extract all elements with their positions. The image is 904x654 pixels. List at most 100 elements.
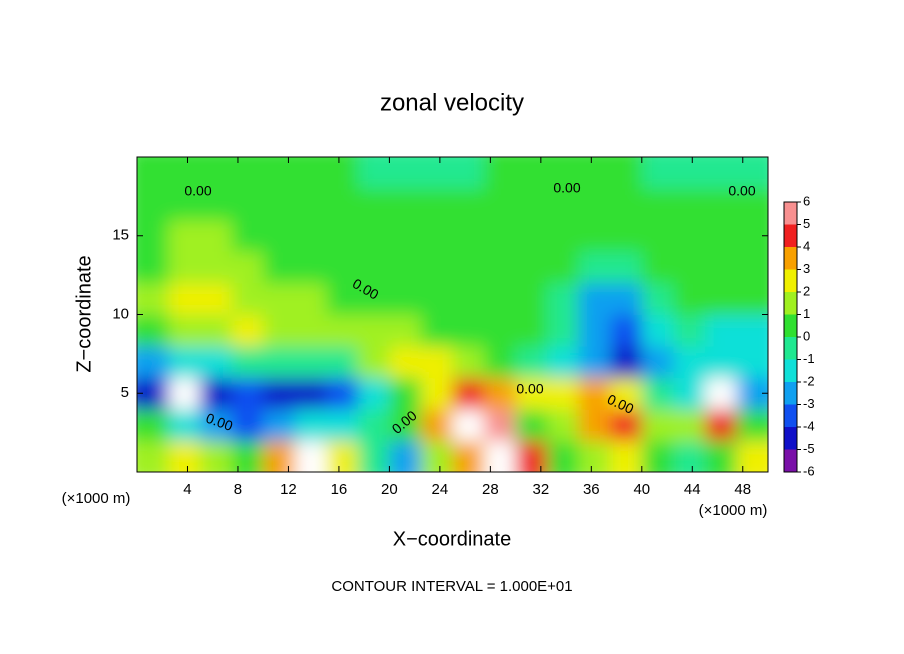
x-tick-label: 32 (532, 481, 549, 498)
colorbar-tick-label: 5 (803, 216, 810, 231)
cell (673, 377, 706, 410)
cell (547, 314, 580, 347)
cell (294, 188, 327, 221)
cell (515, 440, 548, 472)
cell (326, 251, 359, 284)
cell (736, 251, 768, 284)
cell (326, 377, 359, 410)
colorbar-band (784, 337, 797, 360)
cell (736, 440, 768, 472)
cell (231, 283, 264, 316)
cell (294, 157, 327, 190)
cell (200, 188, 233, 221)
cell (736, 157, 768, 190)
colorbar-band (784, 314, 797, 337)
cell (578, 220, 611, 253)
cell (389, 409, 422, 442)
cell (137, 440, 170, 472)
cell (641, 440, 674, 472)
cell (294, 251, 327, 284)
cell (736, 409, 768, 442)
cell (168, 377, 201, 410)
cell (515, 220, 548, 253)
cell (515, 314, 548, 347)
cell (610, 346, 643, 379)
cell (673, 220, 706, 253)
cell (547, 251, 580, 284)
cell (357, 188, 390, 221)
cell (452, 377, 485, 410)
colorbar-tick-label: -1 (803, 351, 815, 366)
x-tick-label: 16 (331, 481, 348, 498)
cell (137, 314, 170, 347)
cell (578, 251, 611, 284)
cell (736, 346, 768, 379)
cell (231, 409, 264, 442)
x-axis-label: X−coordinate (393, 528, 511, 550)
cell (641, 220, 674, 253)
colorbar-band (784, 202, 797, 225)
cell (326, 346, 359, 379)
cell (484, 314, 517, 347)
contour-label: 0.00 (728, 183, 755, 199)
cell (137, 220, 170, 253)
chart-title: zonal velocity (380, 89, 524, 116)
cell (200, 314, 233, 347)
x-tick-label: 48 (734, 481, 751, 498)
cell (420, 409, 454, 442)
colorbar-band (784, 292, 797, 315)
cell (357, 283, 390, 316)
cell (420, 251, 454, 284)
colorbar-band (784, 359, 797, 382)
x-tick-label: 28 (482, 481, 499, 498)
cell (231, 346, 264, 379)
cell (736, 220, 768, 253)
cell (547, 440, 580, 472)
colorbar-tick-label: -2 (803, 373, 815, 388)
cell (547, 157, 580, 190)
cell (420, 440, 454, 472)
cell (357, 157, 390, 190)
cell (704, 251, 738, 284)
contour-label: 0.00 (516, 381, 543, 397)
cell (200, 157, 233, 190)
cell (704, 440, 738, 472)
cell (263, 409, 296, 442)
cell (389, 440, 422, 472)
cells (137, 157, 768, 472)
cell (263, 251, 296, 284)
cell (389, 188, 422, 221)
cell (137, 157, 170, 190)
cell (420, 188, 454, 221)
cell (200, 346, 233, 379)
cell (578, 283, 611, 316)
cell (137, 377, 170, 410)
colorbar-tick-label: 0 (803, 328, 810, 343)
cell (452, 440, 485, 472)
cell (263, 157, 296, 190)
cell (326, 283, 359, 316)
cell (389, 314, 422, 347)
x-tick-label: 20 (381, 481, 398, 498)
cell (294, 409, 327, 442)
contour-label: 0.00 (553, 180, 580, 196)
cell (357, 440, 390, 472)
cell (294, 314, 327, 347)
cell (578, 346, 611, 379)
cell (515, 157, 548, 190)
cell (452, 188, 485, 221)
cell (452, 409, 485, 442)
cell (231, 440, 264, 472)
x-tick-label: 8 (234, 481, 242, 498)
cell (547, 346, 580, 379)
cell (704, 409, 738, 442)
cell (389, 377, 422, 410)
cell (168, 157, 201, 190)
cell (294, 283, 327, 316)
cell (231, 220, 264, 253)
cell (673, 283, 706, 316)
cell (168, 251, 201, 284)
cell (547, 220, 580, 253)
cell (294, 346, 327, 379)
